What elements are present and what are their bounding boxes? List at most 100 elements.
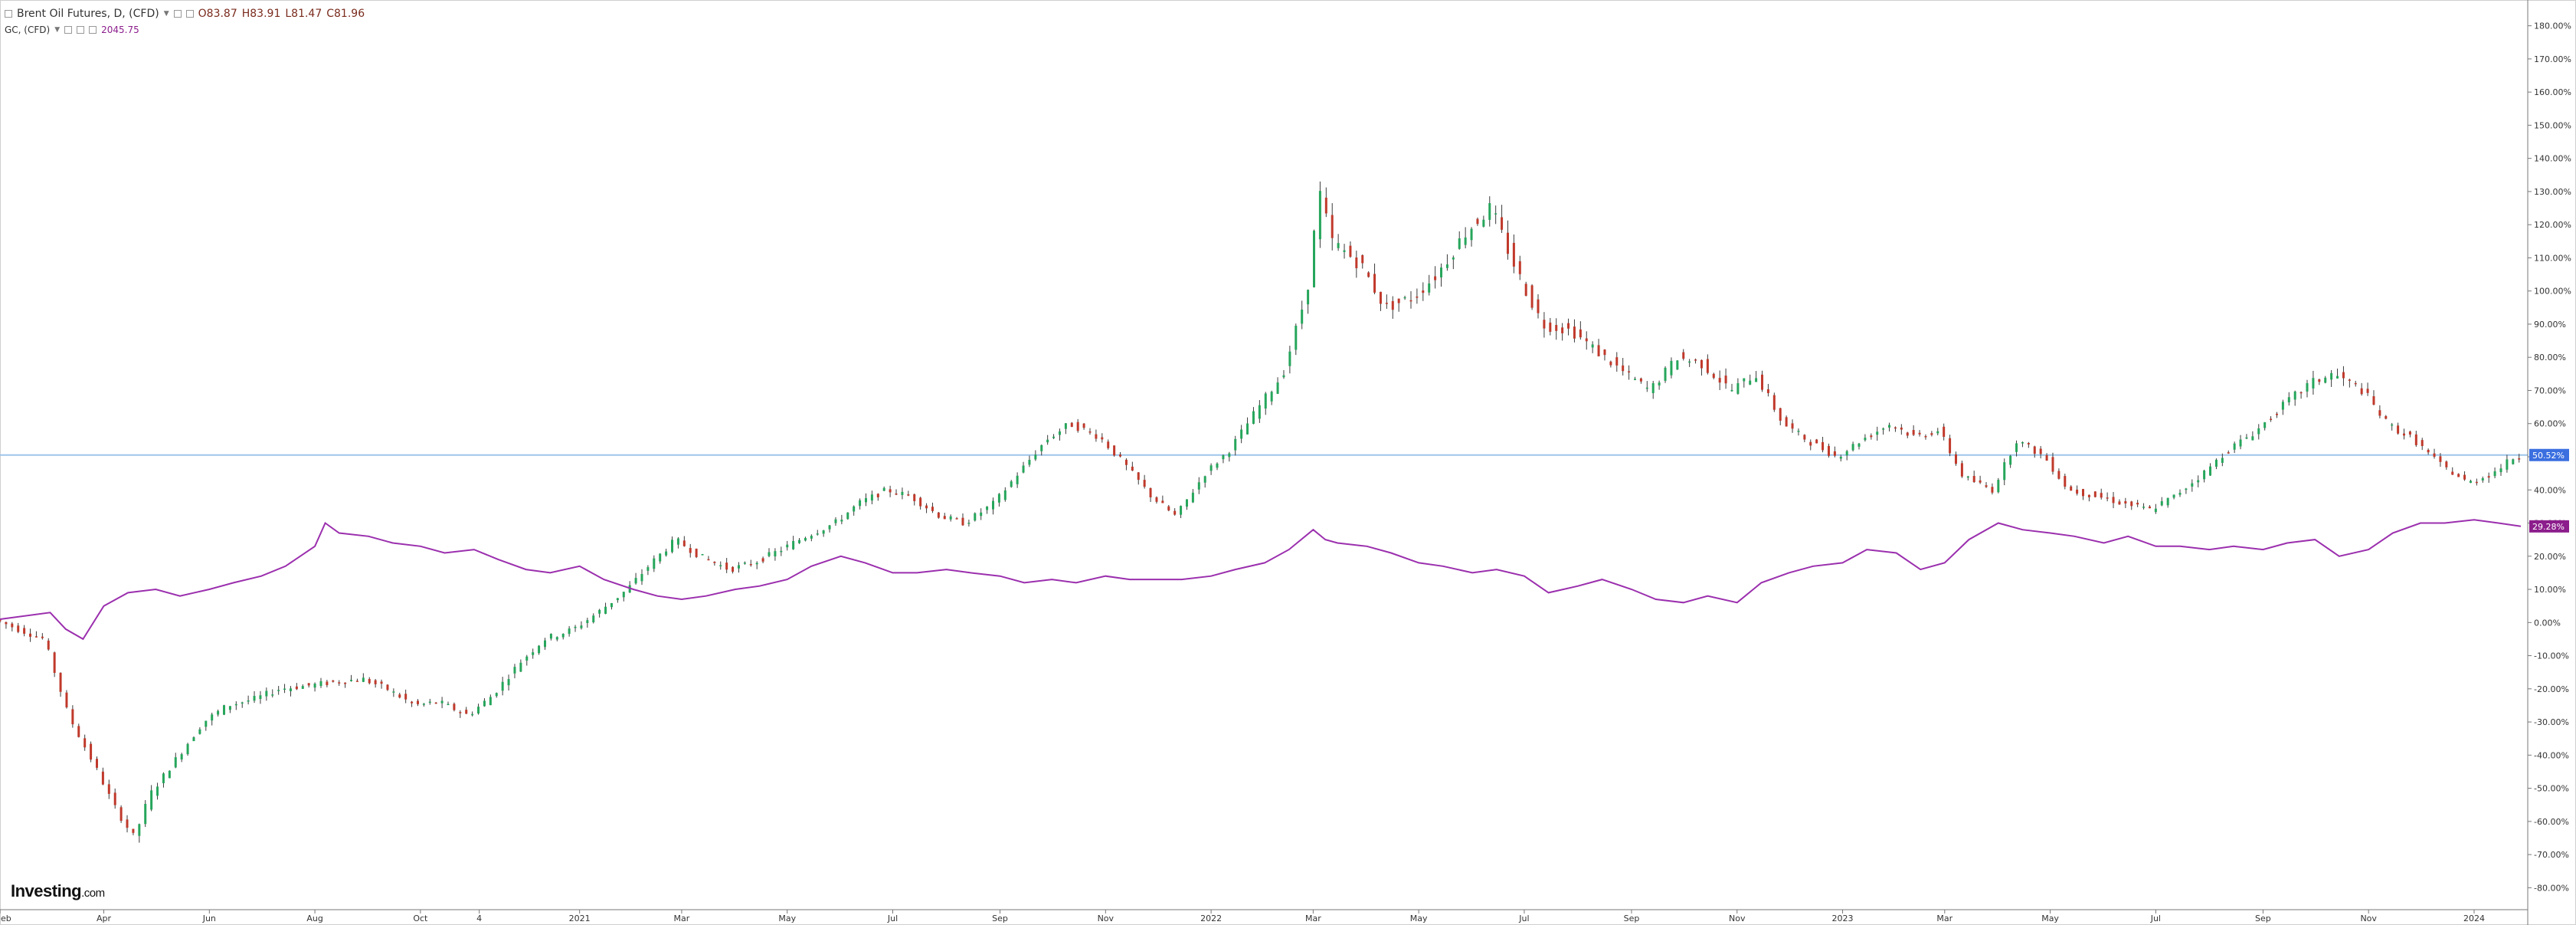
candle-body [2360,388,2363,395]
candle-body [1070,422,1073,428]
candle-body [2257,428,2260,435]
candle-body [846,512,849,520]
candle-body [1985,485,1988,487]
candle-body [1028,460,1031,465]
candle-body [1991,487,1994,493]
candle-body [1658,382,1661,385]
candle-body [1295,326,1298,350]
candle-body [162,773,165,783]
candle-body [653,558,656,569]
candle-body [1628,371,1631,372]
candle-body [2093,491,2096,497]
candle-body [113,792,116,805]
candle-body [980,512,983,517]
candle-body [2397,425,2400,434]
low-value: L81.47 [285,8,322,20]
candle-body [47,640,50,650]
candle-body [1494,213,1497,215]
candle-body [1337,243,1340,248]
collapse-legend-button[interactable] [5,10,12,18]
candle-body [71,709,74,725]
x-tick-label: Apr [97,914,112,923]
candle-body [386,684,389,690]
candle-body [1185,499,1188,507]
candle-body [1331,215,1334,238]
candle-body [2227,452,2230,454]
chevron-down-icon[interactable]: ▼ [54,26,61,34]
candle-body [555,637,558,640]
candle-body [392,691,395,693]
x-tick-label: Jul [887,914,898,923]
candle-body [822,530,825,534]
candle-body [1391,300,1394,310]
symbol-label[interactable]: Brent Oil Futures, D, (CFD) [17,8,159,20]
candle-body [913,494,916,501]
candle-body [483,700,486,707]
candle-body [2414,434,2417,445]
candle-body [259,695,262,700]
candle-body [295,686,298,690]
candle-body [2160,501,2163,506]
candle-body [101,771,104,785]
candle-body [453,704,456,710]
chevron-down-icon[interactable]: ▼ [163,10,169,18]
candle-body [2021,441,2024,444]
candle-body [119,807,123,822]
candle-body [2391,424,2394,426]
candle-body [362,677,365,682]
candle-body [1416,296,1419,298]
candle-body [2469,481,2472,484]
candle-body [1839,456,1842,459]
compare-visibility-button[interactable] [64,26,73,34]
candle-body [1149,487,1152,497]
candle-body [1143,480,1146,487]
candle-body [1730,389,1733,392]
candle-body [2015,443,2018,452]
candle-body [1040,444,1043,451]
candle-body [1822,441,1825,451]
candle-body [598,609,601,614]
candle-body [1809,441,1812,446]
candle-body [90,743,93,760]
candle-body [95,759,98,768]
candle-body [2457,474,2460,477]
candle-body [1930,433,1933,435]
candle-body [2445,461,2448,467]
x-tick-label: eb [1,914,11,923]
visibility-toggle-button[interactable] [173,10,182,18]
candle-body [1870,435,1873,438]
candle-body [156,786,159,796]
candle-body [2287,397,2290,403]
candle-body [1597,345,1600,356]
candle-body [2348,379,2351,381]
candle-body [1252,411,1255,425]
candle-body [1488,203,1491,220]
candle-body [1022,465,1025,473]
candle-body [761,558,764,562]
candle-body [640,574,643,582]
candle-body [1900,427,1903,430]
candle-body [532,652,535,655]
compare-settings-button[interactable] [77,26,85,34]
candle-body [816,533,819,535]
candle-body [77,726,80,737]
candle-body [507,679,510,686]
candle-body [864,498,867,503]
candle-body [1209,465,1213,471]
candle-body [2403,433,2406,436]
candle-body [1949,438,1952,454]
candle-body [2124,500,2127,504]
candle-body [1076,421,1079,431]
x-tick-label: Jul [2150,914,2161,923]
candle-body [186,743,189,755]
candle-body [622,592,625,598]
compare-remove-button[interactable] [89,26,97,34]
candle-body [307,683,310,686]
candle-body [471,713,474,716]
candle-body [1573,326,1576,339]
settings-button[interactable] [185,10,194,18]
compare-symbol-label[interactable]: GC, (CFD) [5,25,51,35]
candle-body [2118,501,2121,505]
